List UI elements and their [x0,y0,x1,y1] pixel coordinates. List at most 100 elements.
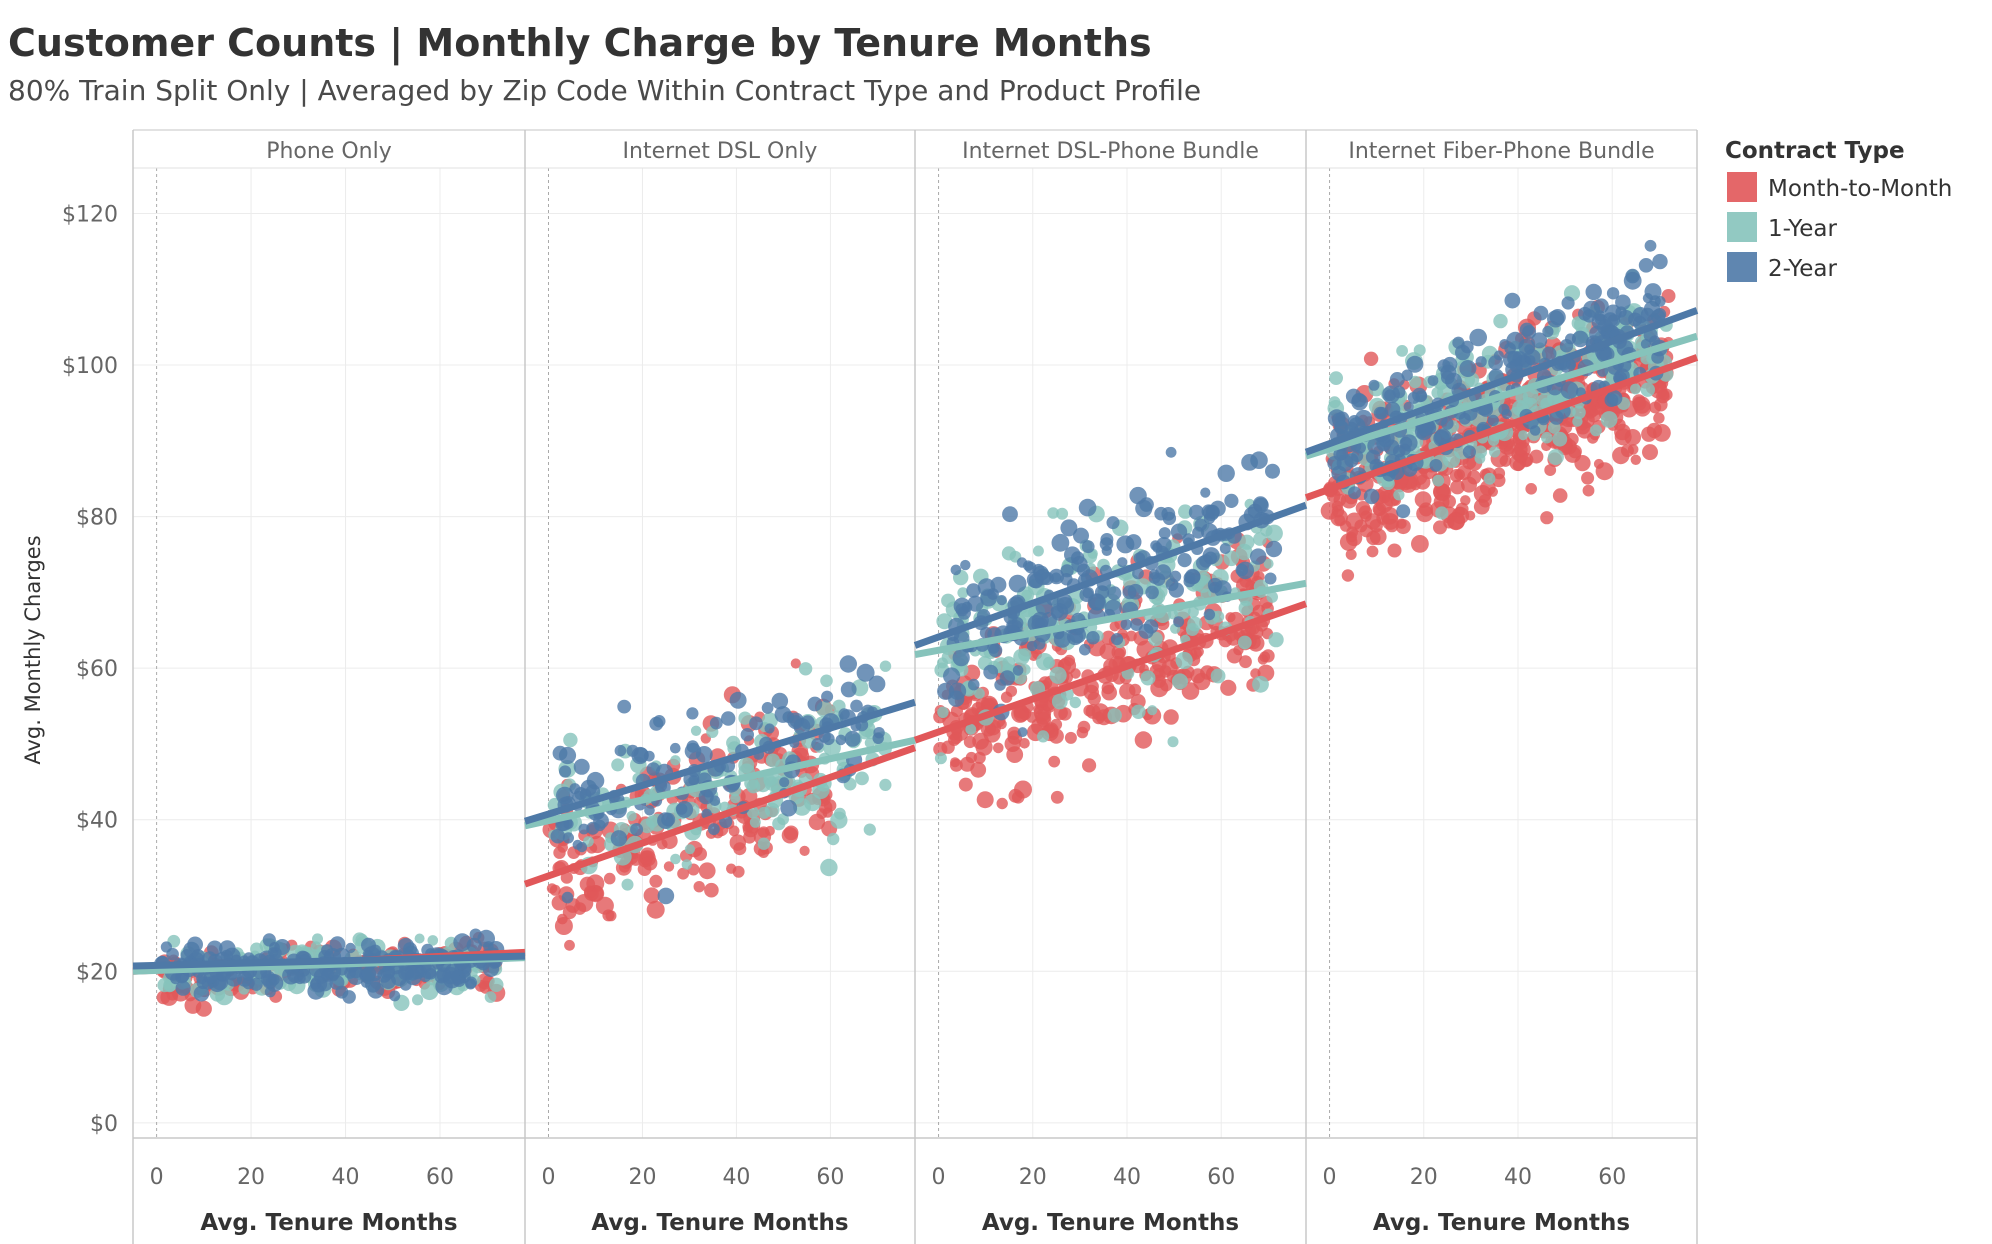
data-point [203,969,218,984]
data-point [994,679,1006,691]
data-point [1393,489,1405,501]
data-point [1264,572,1277,585]
data-point [1632,307,1649,324]
data-point [1368,379,1380,391]
data-point [1169,570,1182,583]
data-point [1459,360,1477,377]
data-point [967,678,980,691]
data-point [740,728,754,742]
data-point [1339,533,1358,551]
x-tick-label: 40 [722,1165,750,1190]
data-point [1147,705,1158,716]
data-point [1412,387,1427,403]
trend-line [914,579,1307,658]
x-tick-label: 20 [237,1165,265,1190]
data-point [274,939,291,955]
data-point [765,753,780,768]
data-point [1132,567,1144,580]
data-point [879,660,892,672]
data-point [657,838,668,850]
data-point [1082,758,1097,773]
data-point [1134,731,1153,749]
data-point [1582,309,1596,323]
data-point [976,791,994,809]
data-point [294,972,306,985]
trend-line [524,736,916,830]
data-point [1266,591,1278,603]
data-point [427,935,439,946]
data-point [1593,298,1609,314]
data-point [777,813,789,826]
data-point [856,663,875,682]
data-point [1051,605,1065,619]
data-point [1345,388,1362,404]
data-point [1504,292,1521,309]
data-point [1518,430,1529,441]
data-point [1265,463,1280,479]
x-tick-label: 60 [1598,1165,1626,1190]
data-point [1493,313,1508,329]
axes: $0 $20 $40 $60 $80 $100 $120 0 20 40 60 Avg. Tenure… [62,202,1630,1236]
data-point [1355,409,1373,428]
data-point [1048,755,1061,768]
trend-line [1304,332,1699,460]
data-point [670,853,681,865]
data-point [1224,493,1239,508]
data-point [1537,393,1553,409]
data-point [950,757,960,768]
y-tick-label: $40 [76,809,118,834]
x-tick-label: 60 [426,1165,454,1190]
data-point [1489,446,1501,458]
data-point [1110,633,1124,646]
data-point [1334,420,1348,434]
data-point [361,966,376,981]
facet-label: Phone Only [266,139,392,164]
data-point [1167,736,1179,748]
data-point [1641,426,1657,442]
data-point [693,881,705,893]
data-point [610,830,628,847]
data-point [1642,444,1658,461]
legend-label: Month-to-Month [1768,176,1952,202]
data-point [1250,668,1261,679]
data-point [561,891,574,904]
data-point [1443,517,1455,529]
data-point [820,674,833,688]
data-point [1385,401,1401,417]
data-point [864,737,875,749]
data-point [657,887,675,905]
data-point [1019,738,1030,749]
data-point [1077,720,1091,734]
data-point [661,812,676,827]
data-point [1051,533,1070,552]
data-point [1418,422,1433,437]
data-point [1050,790,1064,804]
data-point [649,874,663,888]
data-point [1640,382,1656,397]
data-point [579,876,596,892]
data-point [1170,523,1188,540]
data-point [546,883,558,894]
data-point [1079,643,1091,656]
data-point [1145,585,1159,600]
data-point [1525,483,1537,495]
data-point [1653,412,1665,424]
data-point [1432,474,1445,487]
data-point [1401,369,1413,381]
data-point [1441,370,1455,385]
data-point [414,933,425,944]
data-point [1037,730,1050,743]
data-point [1165,446,1177,458]
y-tick-label: $80 [76,506,118,531]
data-point [704,882,719,898]
data-point [943,667,961,685]
data-point [793,798,811,816]
data-point [1540,511,1554,525]
data-point [670,755,681,766]
data-point [1644,283,1662,301]
data-point [1031,611,1049,629]
data-point [1219,543,1231,554]
data-point [822,732,835,746]
data-point [746,806,760,819]
data-point [1583,404,1598,419]
